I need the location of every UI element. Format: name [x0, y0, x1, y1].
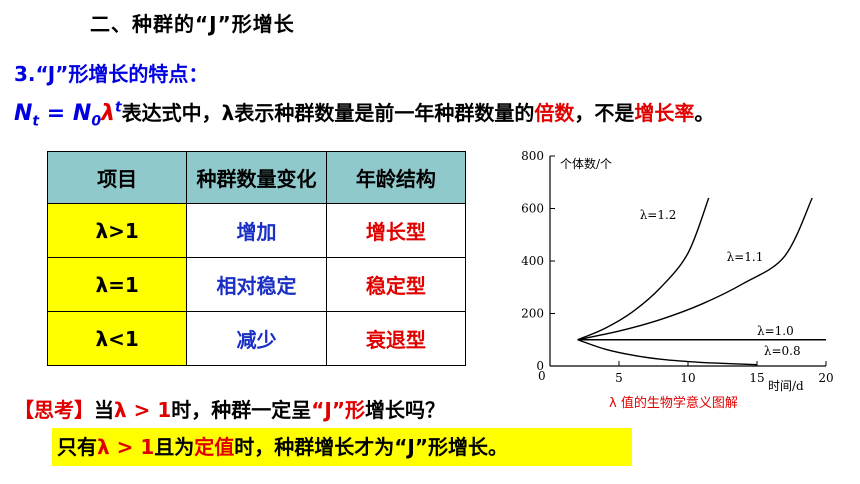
series-line: [577, 197, 710, 341]
chart-caption: λ 值的生物学意义图解: [609, 396, 738, 411]
table-cell-age: 稳定型: [325, 257, 467, 312]
series-label: λ=0.8: [764, 344, 801, 358]
section-title: 二、种群的“J”形增长: [90, 12, 295, 36]
y-tick-label: 200: [521, 307, 544, 321]
formula-text-b: ，不是: [574, 101, 635, 125]
series-label: λ=1.0: [757, 324, 794, 338]
x-axis-label: 时间/d: [768, 379, 804, 393]
point-title: 3.“J”形增长的特点：: [14, 62, 209, 86]
think-condition: λ > 1: [114, 398, 172, 422]
table-cell-lambda: λ>1: [46, 203, 188, 258]
series-label: λ=1.2: [640, 208, 677, 222]
table-header-age: 年龄结构: [325, 151, 467, 204]
formula-text-a: 表达式中，λ表示种群数量是前一年种群数量的: [121, 101, 535, 125]
table-row: λ>1 增加 增长型: [46, 203, 467, 258]
y-tick-label: 400: [521, 254, 544, 268]
formula-line: Nt = N0λt表达式中，λ表示种群数量是前一年种群数量的倍数，不是增长率。: [14, 97, 715, 130]
table-header-item: 项目: [46, 151, 188, 204]
formula-highlight-multiple: 倍数: [534, 101, 575, 125]
formula: Nt = N0λt: [14, 99, 122, 130]
y-axis-label: 个体数/个: [560, 156, 612, 171]
x-tick-label: 10: [680, 371, 695, 385]
table-row: λ<1 减少 衰退型: [46, 311, 467, 366]
y-tick-label: 0: [536, 359, 544, 373]
table-cell-age: 增长型: [325, 203, 467, 258]
table-header-row: 项目 种群数量变化 年龄结构: [46, 151, 467, 204]
y-tick-label: 600: [521, 202, 544, 216]
series-line: [577, 197, 813, 341]
answer-condition: λ > 1: [97, 435, 155, 459]
table-cell-change: 增加: [186, 203, 327, 258]
think-jshape: “J”形: [311, 398, 365, 422]
table-cell-age: 衰退型: [325, 311, 467, 366]
table-cell-lambda: λ<1: [46, 311, 188, 366]
x-tick-label: 15: [749, 371, 764, 385]
table-cell-change: 相对稳定: [186, 257, 327, 312]
table-cell-lambda: λ=1: [46, 257, 188, 312]
table-cell-change: 减少: [186, 311, 327, 366]
think-label: 思考: [34, 398, 74, 422]
series-line: [577, 339, 758, 366]
x-tick-label: 20: [818, 371, 833, 385]
table-row: λ=1 相对稳定 稳定型: [46, 257, 467, 312]
origin-label: 0: [538, 369, 546, 383]
x-tick-label: 5: [615, 371, 623, 385]
formula-highlight-rate: 增长率: [634, 101, 695, 125]
formula-text-c: 。: [694, 101, 715, 125]
answer-box: 只有λ > 1且为定值时，种群增长才为“J”形增长。: [52, 428, 632, 466]
y-tick-label: 800: [521, 149, 544, 163]
think-question: 【思考】当λ > 1时，种群一定呈“J”形增长吗？: [14, 398, 445, 422]
lambda-table: 项目 种群数量变化 年龄结构 λ>1 增加 增长型 λ=1 相对稳定 稳定型 λ…: [46, 151, 467, 366]
answer-fixed: 定值: [194, 435, 235, 459]
series-label: λ=1.1: [727, 250, 764, 264]
table-header-change: 种群数量变化: [186, 151, 327, 204]
